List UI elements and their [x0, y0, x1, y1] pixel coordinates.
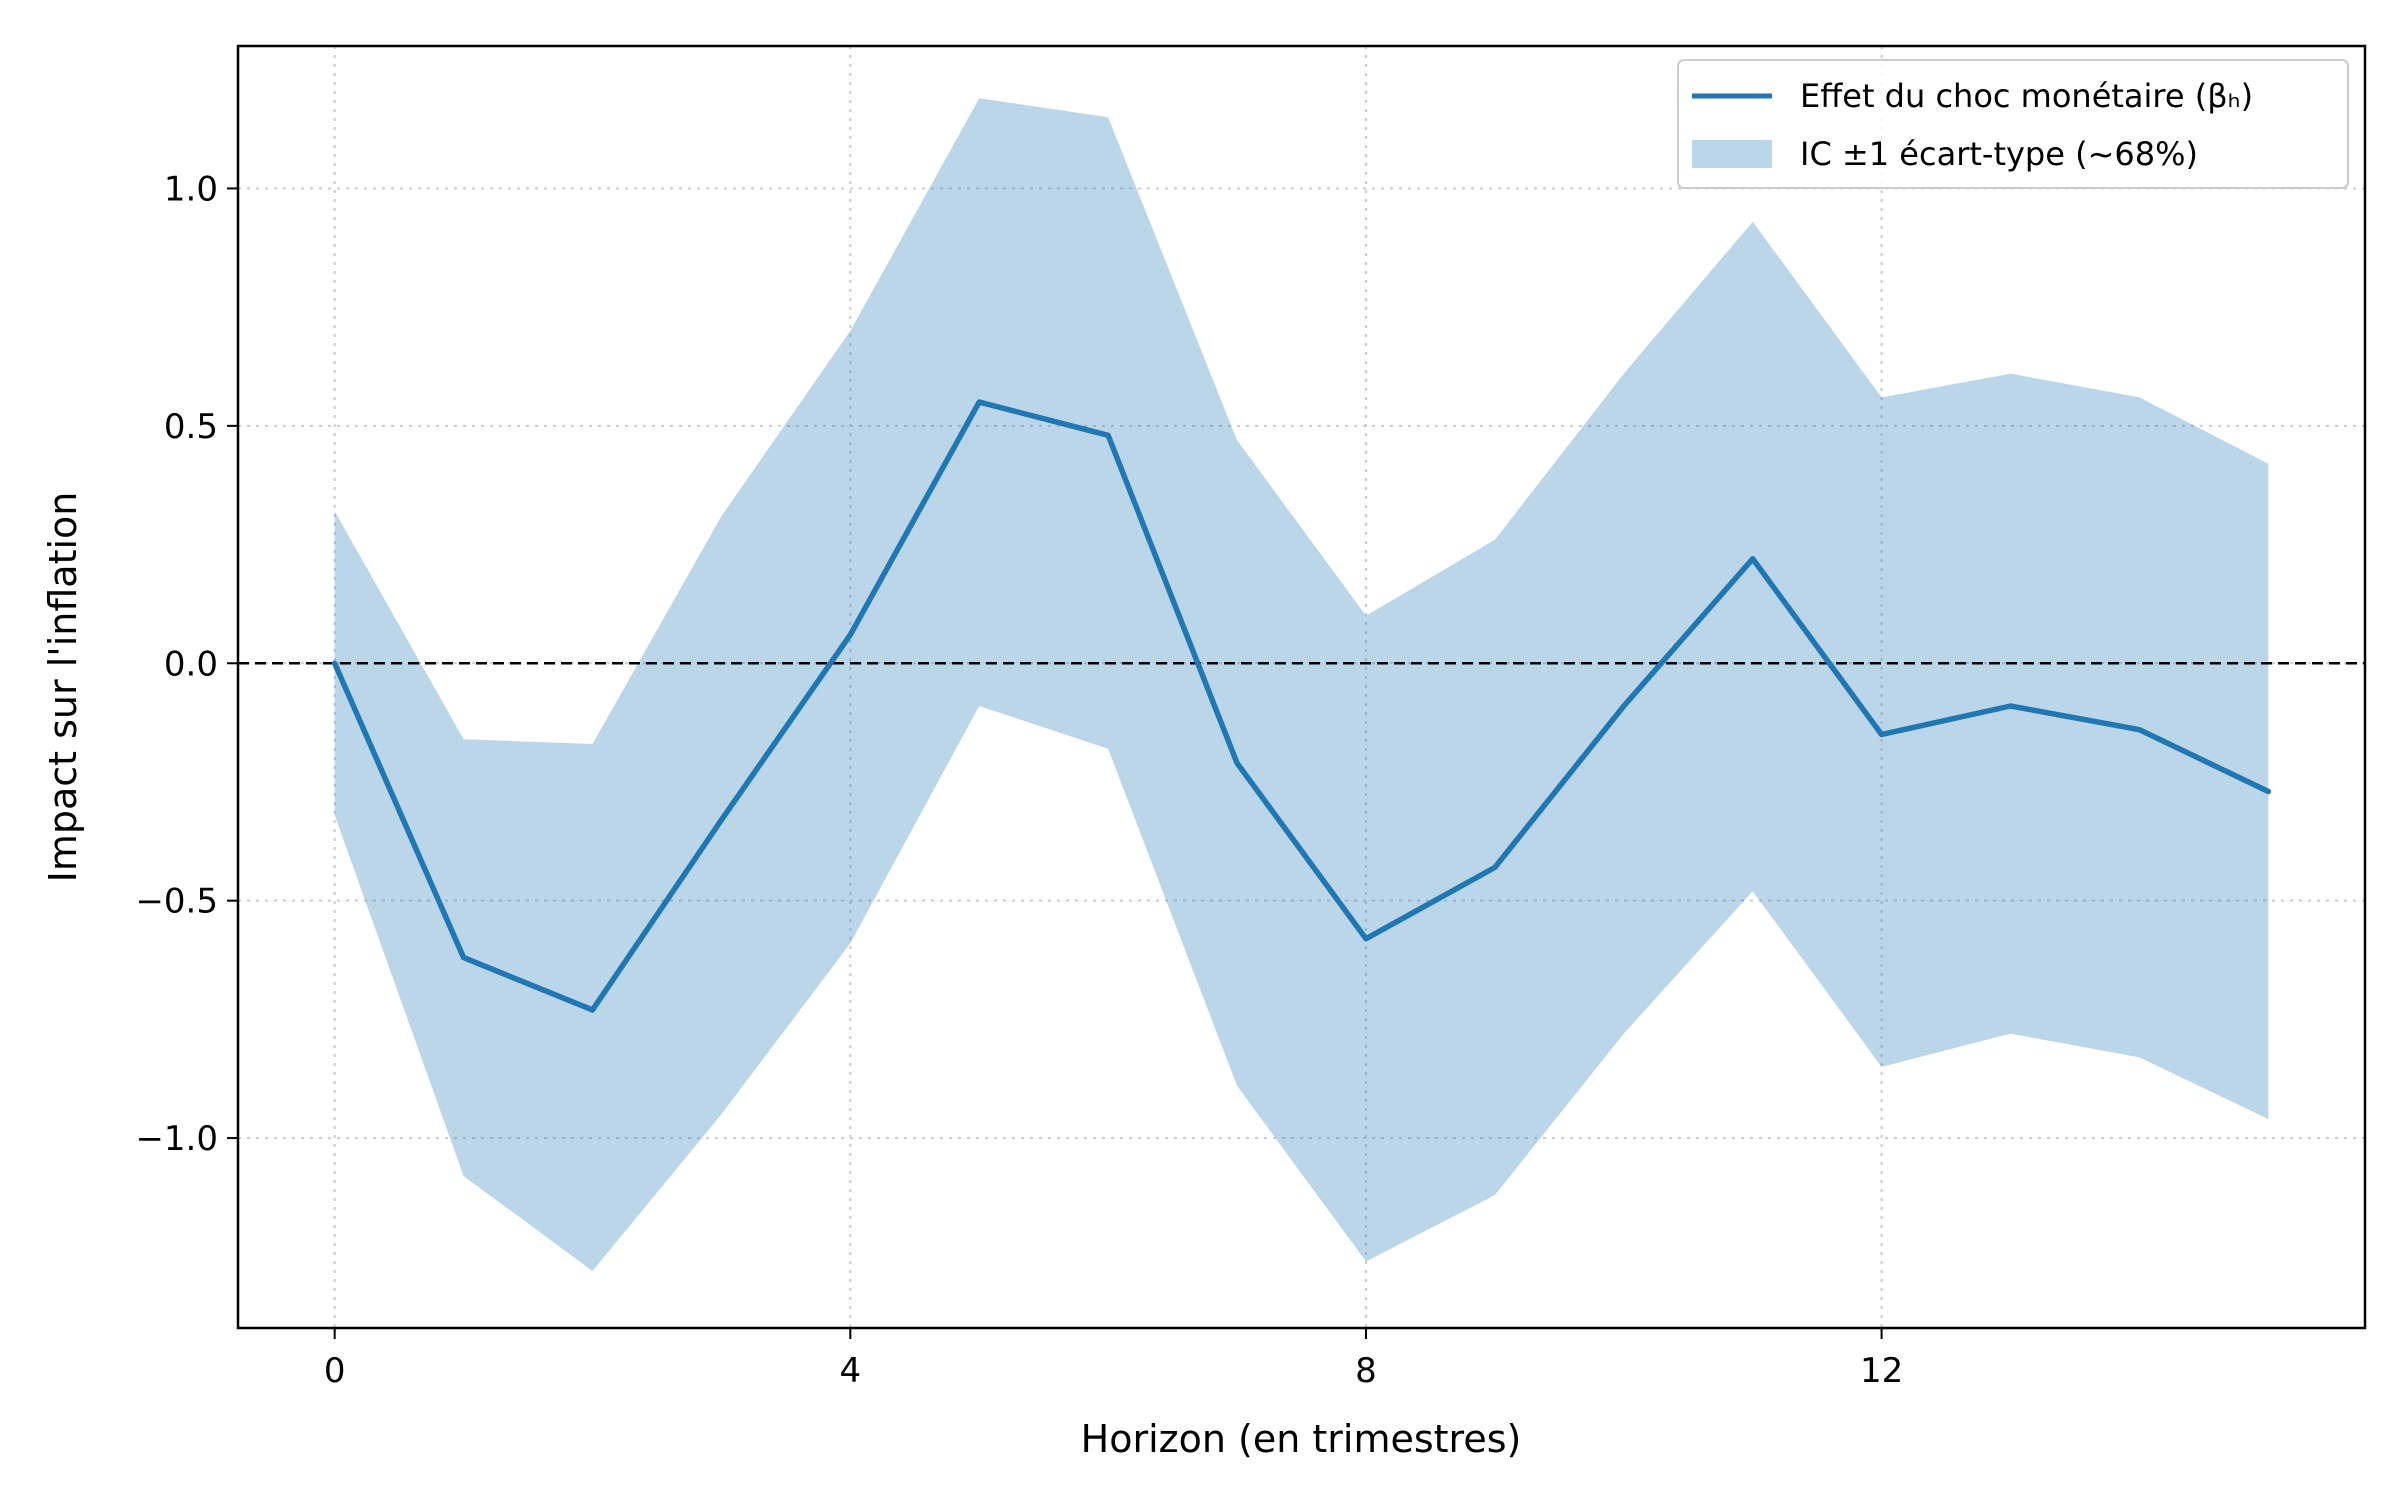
- x-tick-label: 4: [839, 1351, 861, 1391]
- y-axis-ticks: −1.0 −0.5 0.0 0.5 1.0: [135, 169, 238, 1159]
- x-tick-label: 12: [1860, 1351, 1903, 1391]
- confidence-band: [334, 98, 2269, 1272]
- legend: Effet du choc monétaire (βₕ) IC ±1 écart…: [1677, 59, 2349, 189]
- legend-frame: [1677, 59, 2349, 189]
- y-tick-label: −1.0: [135, 1119, 218, 1159]
- y-tick-label: 0.0: [164, 644, 218, 684]
- x-tick-label: 0: [324, 1351, 346, 1391]
- legend-label-line: Effet du choc monétaire (βₕ): [1800, 77, 2253, 115]
- x-tick-label: 8: [1355, 1351, 1377, 1391]
- series-line: [331, 399, 2272, 1013]
- plot-frame: [236, 44, 2367, 1330]
- confidence-band-layer: [334, 98, 2269, 1272]
- y-tick-label: −0.5: [135, 882, 218, 922]
- legend-label-band: IC ±1 écart-type (~68%): [1800, 135, 2198, 173]
- x-axis-ticks: 0 4 8 12: [324, 1328, 1903, 1391]
- y-tick-label: 1.0: [164, 169, 218, 209]
- y-axis-title: Impact sur l'inflation: [41, 492, 85, 883]
- legend-band-swatch: [1692, 140, 1772, 168]
- y-tick-label: 0.5: [164, 407, 218, 447]
- x-axis-title: Horizon (en trimestres): [1081, 1417, 1522, 1461]
- series-line-layer: [331, 399, 2272, 1013]
